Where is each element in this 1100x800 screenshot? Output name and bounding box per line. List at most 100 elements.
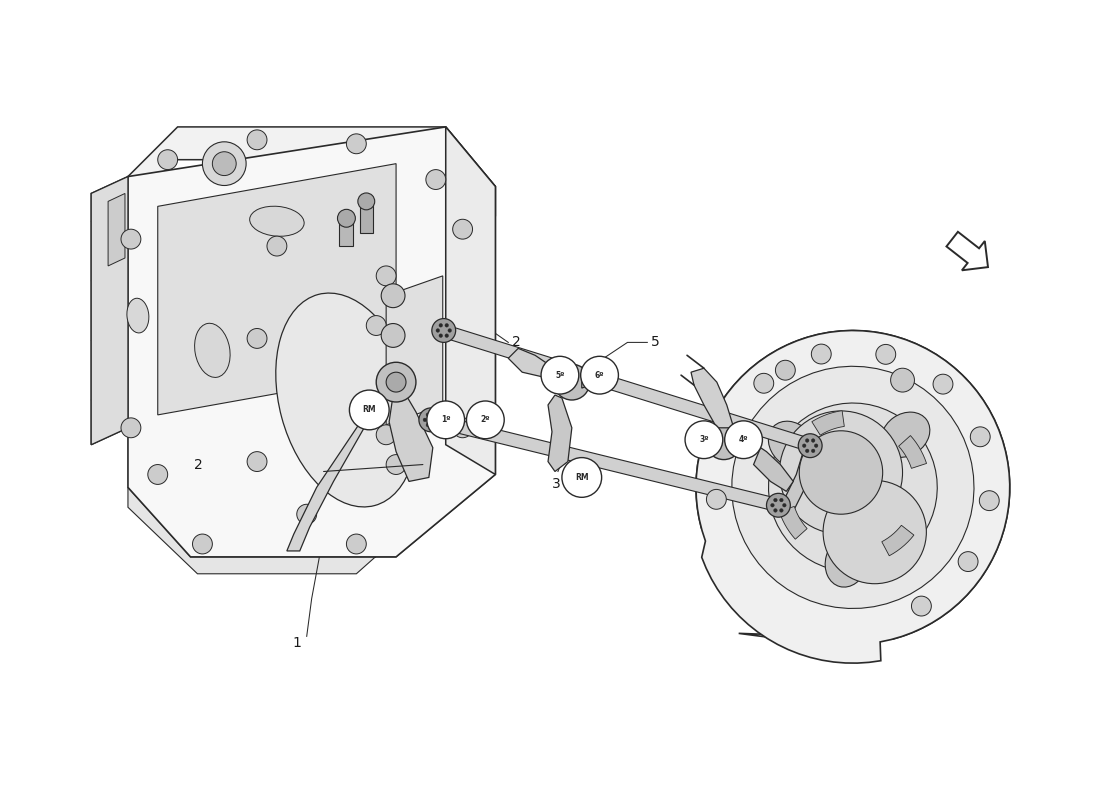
Polygon shape [779,506,807,539]
Polygon shape [91,177,128,445]
Polygon shape [386,276,442,425]
Polygon shape [108,194,125,266]
Polygon shape [754,448,793,491]
Polygon shape [508,348,560,385]
Circle shape [802,444,806,447]
Circle shape [782,503,786,507]
Circle shape [382,284,405,308]
Circle shape [780,411,902,534]
Circle shape [346,134,366,154]
Circle shape [444,334,449,338]
Circle shape [780,498,783,502]
Polygon shape [91,177,128,445]
Circle shape [202,142,246,186]
Circle shape [581,356,618,394]
Circle shape [979,490,999,510]
Polygon shape [446,127,495,474]
Circle shape [386,454,406,474]
Circle shape [706,490,726,510]
Circle shape [121,418,141,438]
Polygon shape [128,127,495,557]
Circle shape [891,368,914,392]
Polygon shape [360,202,373,233]
Polygon shape [582,362,615,388]
Circle shape [248,452,267,471]
Text: 7: 7 [355,175,364,190]
Circle shape [805,449,808,453]
Circle shape [448,329,451,332]
Circle shape [780,509,783,512]
Circle shape [970,427,990,446]
Circle shape [426,413,430,417]
Circle shape [933,374,953,394]
Text: 4º: 4º [739,435,748,444]
Circle shape [358,193,375,210]
Circle shape [453,219,473,239]
Polygon shape [128,127,495,216]
Polygon shape [882,526,914,556]
Circle shape [434,418,439,422]
Circle shape [346,534,366,554]
Text: 1º: 1º [441,415,451,424]
Circle shape [773,498,778,502]
Polygon shape [421,412,788,514]
Circle shape [366,315,386,335]
Circle shape [297,504,317,524]
Polygon shape [899,435,926,468]
Circle shape [773,509,778,512]
Polygon shape [287,395,389,551]
Ellipse shape [250,206,304,236]
Circle shape [439,323,442,327]
Polygon shape [805,440,901,535]
Circle shape [439,334,442,338]
Polygon shape [732,366,974,609]
Text: 5º: 5º [556,370,564,380]
Circle shape [466,401,504,438]
Text: 3º: 3º [700,435,708,444]
Polygon shape [389,395,432,482]
Text: 3: 3 [551,478,560,491]
Circle shape [424,418,427,422]
Polygon shape [769,403,937,572]
Text: 2: 2 [840,434,849,449]
Text: 2º: 2º [481,415,491,424]
Text: 5: 5 [651,335,660,350]
Circle shape [350,390,389,430]
Circle shape [805,438,808,442]
Text: 4: 4 [800,445,808,458]
Circle shape [432,318,455,342]
Ellipse shape [195,323,230,378]
Circle shape [419,408,442,432]
Text: RM: RM [575,473,589,482]
Circle shape [812,344,832,364]
Circle shape [685,421,723,458]
Polygon shape [946,232,988,270]
Ellipse shape [126,298,148,333]
Circle shape [436,329,440,332]
Circle shape [376,266,396,286]
Circle shape [147,465,167,485]
Circle shape [432,413,436,417]
Circle shape [554,364,590,400]
Polygon shape [157,164,396,415]
Circle shape [767,494,790,517]
Polygon shape [696,330,1010,663]
Circle shape [212,152,236,175]
Circle shape [382,323,405,347]
Circle shape [121,229,141,249]
Circle shape [754,374,773,393]
Circle shape [800,430,882,514]
Circle shape [812,438,815,442]
Text: 2: 2 [513,335,521,350]
Polygon shape [128,474,495,574]
Ellipse shape [881,412,930,458]
Polygon shape [548,395,572,471]
Text: 6º: 6º [595,370,604,380]
Ellipse shape [769,422,815,468]
Circle shape [541,356,579,394]
Circle shape [338,210,355,227]
Circle shape [248,130,267,150]
Circle shape [725,421,762,458]
Circle shape [157,150,177,170]
Circle shape [562,458,602,498]
